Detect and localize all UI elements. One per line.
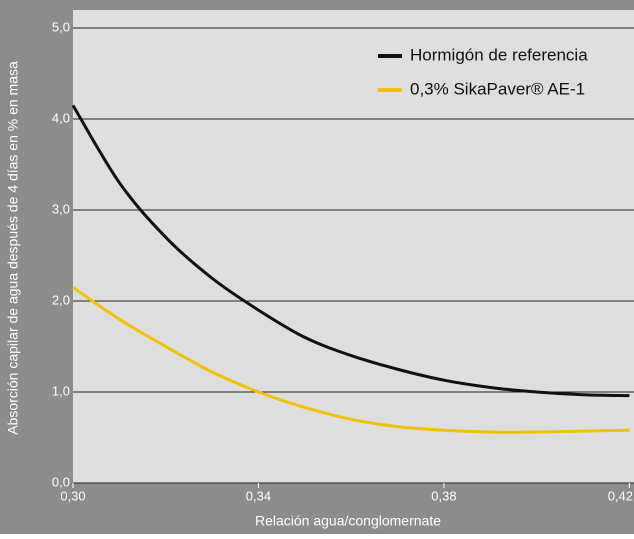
x-tick-label: 0,30 xyxy=(60,488,85,503)
plot-area xyxy=(73,10,634,483)
y-tick-label: 4,0 xyxy=(52,110,70,125)
y-tick-label: 1,0 xyxy=(52,383,70,398)
legend-label: Hormigón de referencia xyxy=(410,45,588,64)
series-line xyxy=(72,286,630,434)
y-tick-label: 2,0 xyxy=(52,292,70,307)
x-tick-label: 0,38 xyxy=(431,488,456,503)
y-axis-label: Absorción capilar de agua después de 4 d… xyxy=(5,61,21,435)
legend-label: 0,3% SikaPaver® AE-1 xyxy=(410,79,585,98)
x-axis-label: Relación agua/conglomernate xyxy=(255,513,441,529)
series-line xyxy=(71,104,630,398)
y-tick-label: 5,0 xyxy=(52,19,70,34)
y-tick-label: 0,0 xyxy=(52,474,70,489)
x-tick-label: 0,34 xyxy=(246,488,271,503)
x-tick-label: 0,42 xyxy=(608,488,633,503)
y-tick-label: 3,0 xyxy=(52,201,70,216)
